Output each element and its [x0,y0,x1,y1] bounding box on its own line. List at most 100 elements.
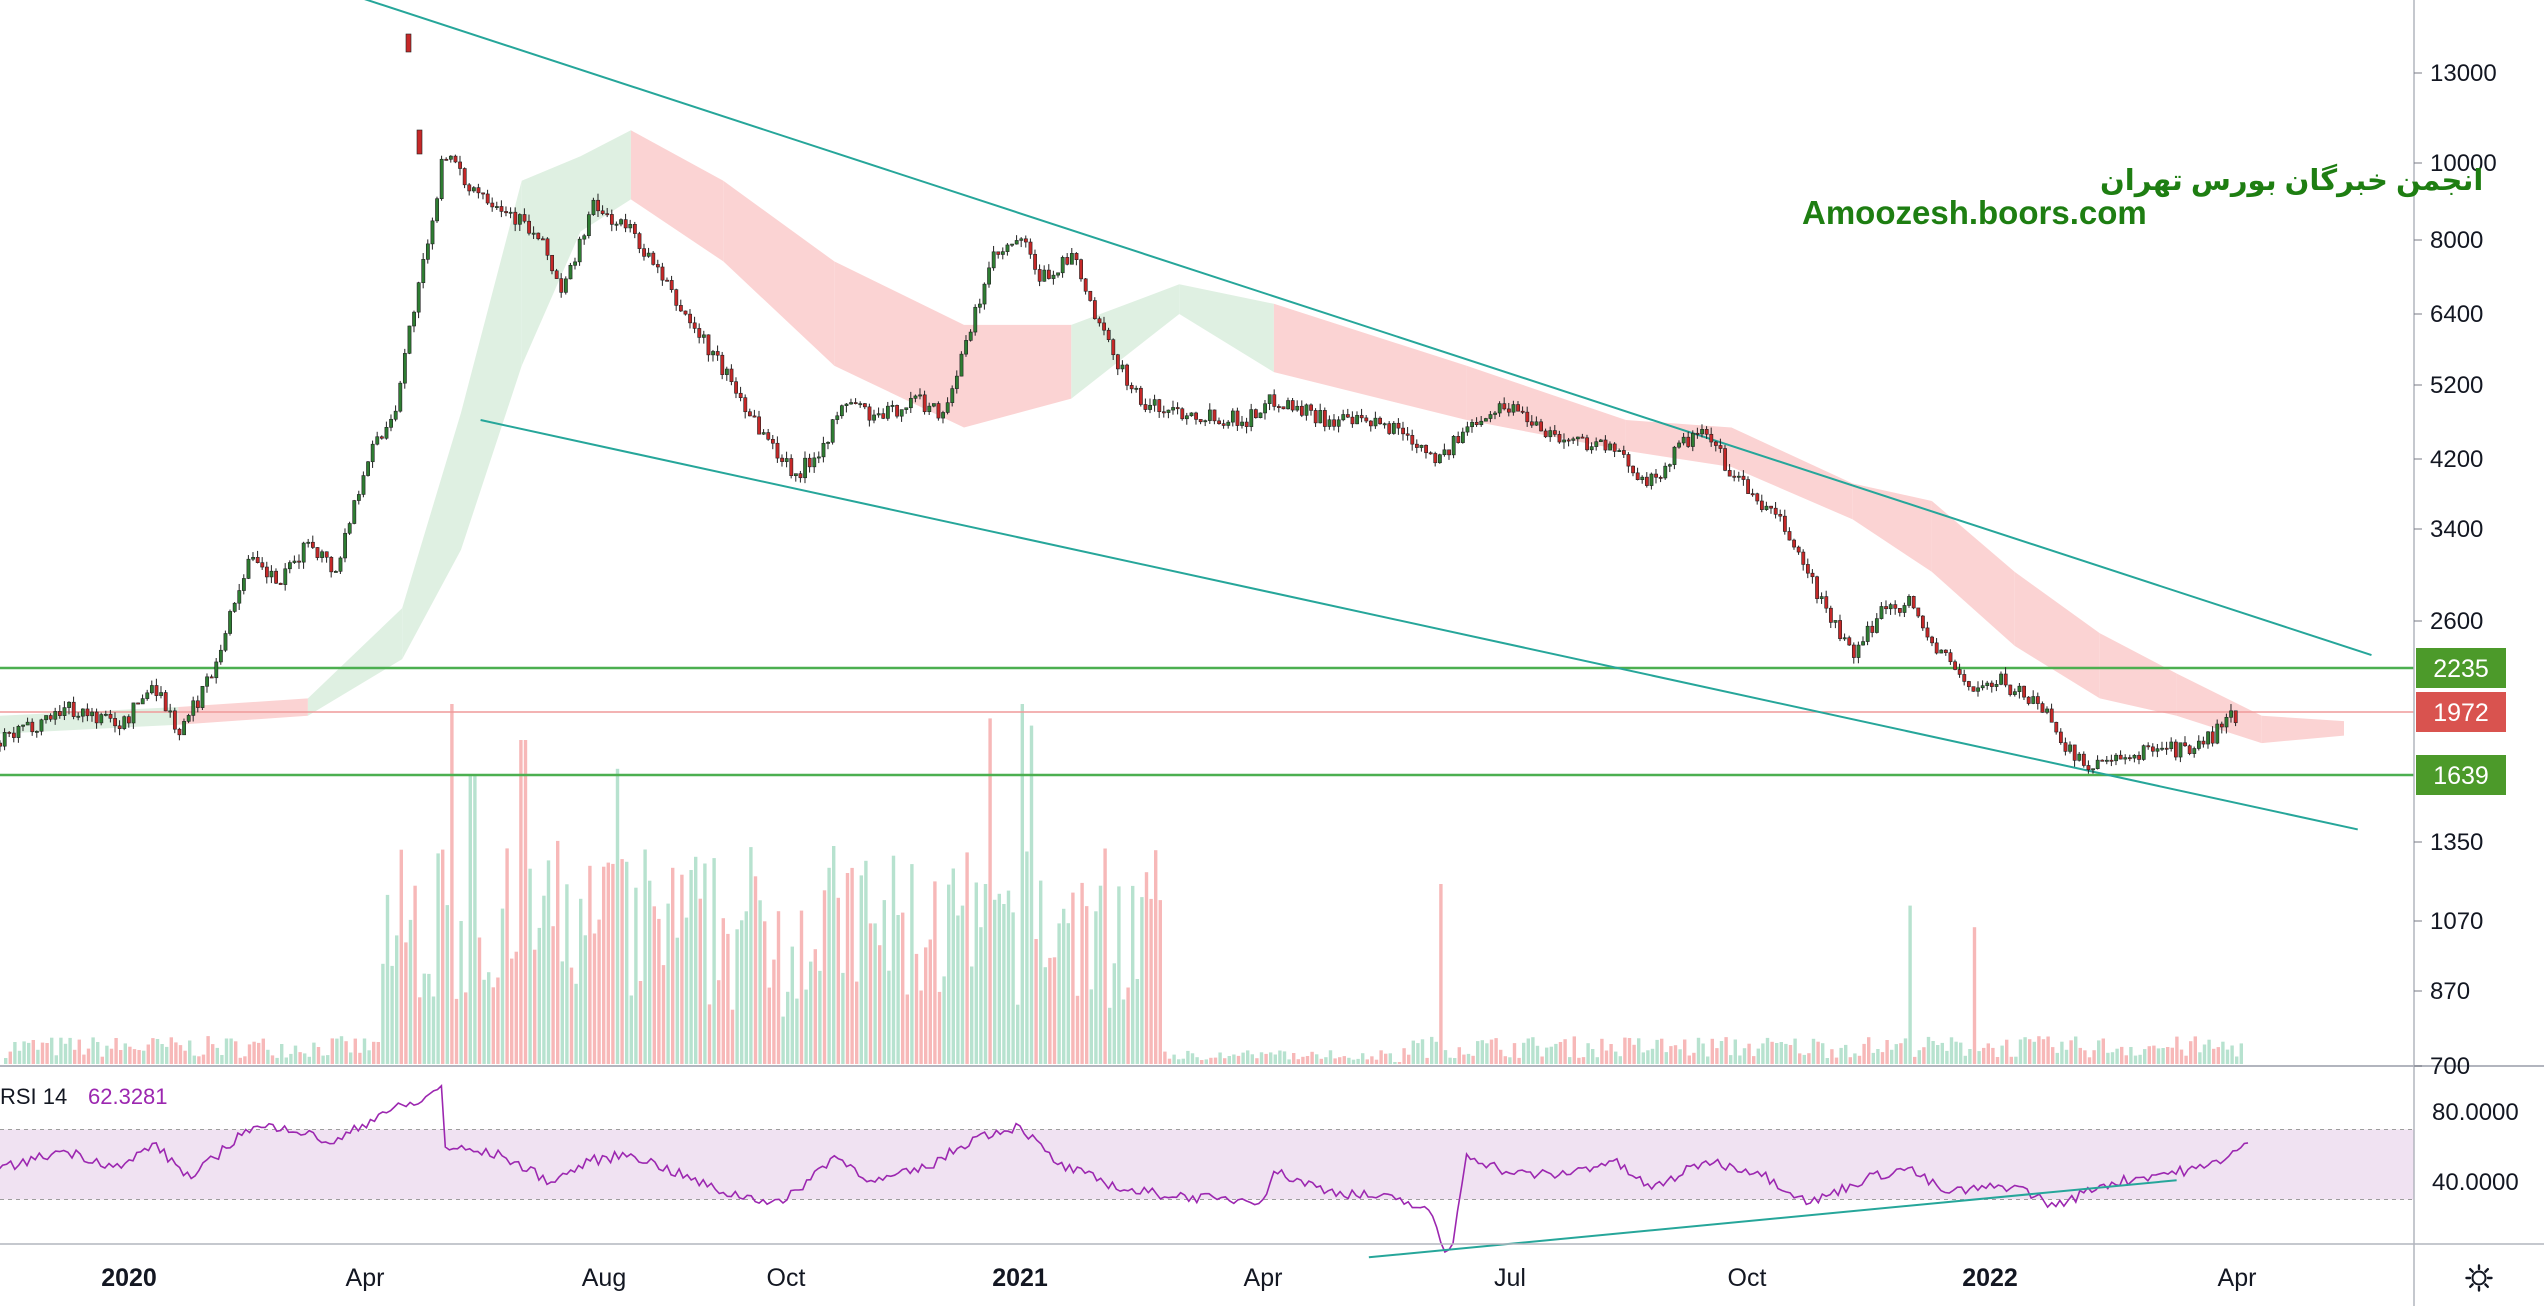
volume-bar [579,898,583,1064]
candle-up [361,475,366,495]
volume-bar [1623,1037,1627,1064]
volume-bar [1305,1056,1310,1064]
candle-up [1736,475,1741,478]
volume-bar [1402,1048,1406,1064]
volume-bar [1931,1041,1935,1064]
volume-bar [1006,890,1011,1064]
candle-up [122,716,127,729]
candle-up [352,500,357,524]
upper-trendline[interactable] [347,0,2372,657]
volume-bar [960,905,965,1064]
candle-down [1644,476,1649,486]
candle-up [34,730,39,733]
candle-down [1387,423,1392,434]
volume-bar [827,867,831,1064]
candle-up [2095,759,2100,769]
volume-bar [1577,1057,1581,1064]
volume-bar [2018,1039,2023,1064]
candle-up [954,375,959,389]
volume-bar [2106,1052,2110,1064]
candle-up [1336,419,1341,427]
volume-bar [247,1044,252,1064]
volume-bar [2221,1041,2225,1064]
candle-up [1939,649,1944,654]
candle-up [2141,745,2146,760]
volume-bar [1328,1050,1333,1064]
cloud-segment-bear [1273,303,1467,420]
price-tick-label: 13000 [2430,60,2497,87]
candle-down [1474,421,1479,426]
time-tick-label: 2022 [1962,1264,2018,1292]
candle-down [665,279,669,282]
volume-bar [707,1004,712,1064]
candle-down [554,270,559,279]
volume-bar [1250,1054,1254,1064]
candle-down [1424,444,1428,454]
candle-down [1033,253,1037,270]
candle-down [1543,430,1548,438]
candle-up [1879,606,1884,619]
candle-down [1516,404,1520,412]
volume-bar [54,1055,58,1064]
volume-bar [1591,1049,1595,1064]
volume-bar [1057,923,1061,1064]
volume-bar [1867,1037,1871,1064]
candle-up [1391,422,1396,434]
volume-bar [1177,1059,1181,1064]
volume-bar [1190,1053,1195,1064]
volume-bar [1968,1049,1972,1064]
candle-up [945,402,950,413]
volume-bar [2083,1050,2087,1064]
candle-down [453,155,458,163]
volume-bar [2212,1048,2216,1064]
volume-bar [36,1049,40,1064]
volume-bar [533,949,537,1064]
candle-down [853,402,858,405]
candle-down [1723,448,1727,471]
volume-bar [891,855,896,1064]
candle-down [85,708,90,717]
volume-bar [1618,1056,1622,1064]
volume-bar [2166,1047,2170,1064]
rsi-indicator-label[interactable]: RSI 14 [0,1084,67,1109]
lower-trendline[interactable] [480,419,2358,831]
volume-bar [123,1043,127,1064]
volume-bar [666,903,670,1064]
volume-bar [606,862,610,1064]
volume-bar [565,884,569,1064]
candle-down [757,416,761,435]
volume-bar [2198,1052,2202,1064]
volume-bar [611,863,615,1064]
cloud-segment-bear [1931,501,2015,646]
volume-bar [266,1049,270,1064]
candle-up [1534,421,1539,426]
volume-bar [454,998,459,1064]
candle-down [1525,411,1530,423]
chart-settings-button[interactable] [2456,1258,2502,1298]
volume-bar [2193,1036,2197,1064]
volume-bar [1269,1052,1273,1064]
volume-bar [574,983,578,1064]
candle-down [2035,696,2040,704]
volume-bar [1301,1056,1305,1064]
volume-histogram [4,704,2243,1064]
volume-bar [896,915,900,1064]
candle-down [1966,681,1971,687]
candle-up [964,340,968,355]
volume-bar [648,880,652,1064]
support-price-label [2416,755,2506,795]
candle-up [103,713,108,716]
volume-bar [132,1049,137,1064]
candle-down [1428,452,1433,455]
candle-down [669,280,674,290]
candle-up [21,724,25,727]
candle-down [2201,740,2206,745]
time-tick-label: Jul [1494,1264,1526,1292]
candle-up [246,558,251,579]
volume-bar [1489,1039,1494,1064]
volume-bar [1871,1052,1875,1064]
candle-down [1129,385,1134,390]
volume-bar [528,868,532,1064]
